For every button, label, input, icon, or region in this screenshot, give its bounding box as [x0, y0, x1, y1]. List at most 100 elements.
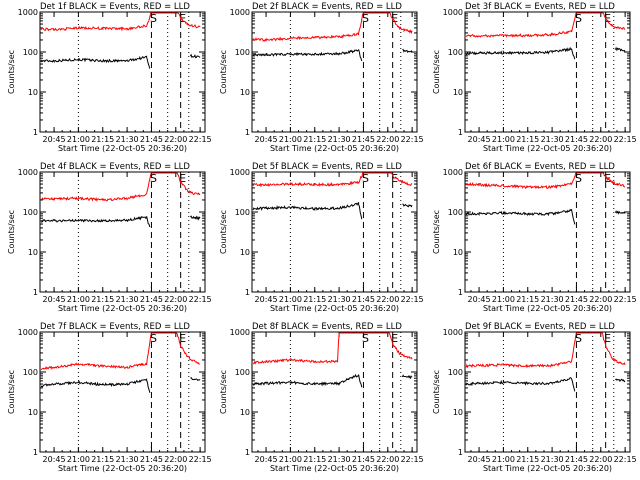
series-events-line: [252, 48, 413, 62]
y-axis-label: Counts/sec: [219, 370, 228, 414]
x-tick-label: 21:15: [516, 135, 539, 144]
marker-label-e: E: [179, 12, 186, 25]
y-tick-label: 10: [28, 88, 38, 97]
y-tick-label: 100: [23, 48, 38, 57]
series-lld-line: [465, 172, 626, 190]
x-tick-label: 21:30: [328, 295, 351, 304]
x-tick-label: 22:15: [401, 135, 424, 144]
x-tick-label: 21:45: [565, 295, 588, 304]
y-tick-label: 100: [448, 368, 463, 377]
plot-frame: [464, 11, 631, 133]
x-tick-label: 21:15: [303, 455, 326, 464]
panel-det-7: Det 7f BLACK = Events, RED = LLD 1 10 100 10…: [7, 322, 212, 473]
x-axis-label: Start Time (22-Oct-05 20:36:20): [270, 144, 399, 153]
x-tick-label: 20:45: [468, 135, 491, 144]
x-axis-label: Start Time (22-Oct-05 20:36:20): [58, 464, 187, 473]
x-tick-label: 21:00: [67, 455, 90, 464]
plot-frame: [39, 331, 206, 453]
x-axis-label: Start Time (22-Oct-05 20:36:20): [58, 304, 187, 313]
x-tick-label: 20:45: [255, 135, 278, 144]
marker-label-e: E: [179, 332, 186, 345]
plot-frame: [464, 171, 631, 293]
y-tick-label: 100: [23, 368, 38, 377]
marker-label-e: E: [179, 172, 186, 185]
marker-label-s: S: [575, 332, 582, 345]
marker-label-s: S: [150, 12, 157, 25]
panel-det-1: Det 1f BLACK = Events, RED = LLD 1 10 100 10…: [7, 2, 212, 153]
x-tick-label: 21:45: [140, 295, 163, 304]
x-tick-label: 21:00: [492, 295, 515, 304]
x-tick-label: 21:30: [116, 455, 139, 464]
x-axis-label: Start Time (22-Oct-05 20:36:20): [270, 304, 399, 313]
panel-title: Det 7f BLACK = Events, RED = LLD: [40, 322, 190, 332]
x-tick-label: 21:30: [541, 295, 564, 304]
series-lld-line: [40, 172, 201, 202]
plot-frame: [251, 11, 418, 133]
x-tick-label: 22:15: [401, 295, 424, 304]
x-tick-label: 22:15: [614, 135, 637, 144]
y-axis-label: Counts/sec: [219, 210, 228, 254]
y-tick-label: 1: [458, 288, 463, 297]
x-tick-label: 22:00: [164, 455, 187, 464]
series-events-line: [465, 208, 626, 225]
x-tick-label: 20:45: [43, 455, 66, 464]
marker-label-e: E: [391, 332, 398, 345]
marker-label-e: E: [604, 332, 611, 345]
x-tick-label: 20:45: [43, 295, 66, 304]
panel-title: Det 3f BLACK = Events, RED = LLD: [465, 2, 615, 12]
y-tick-label: 10: [453, 88, 463, 97]
x-tick-label: 21:30: [328, 135, 351, 144]
x-tick-label: 22:15: [189, 295, 212, 304]
x-tick-label: 20:45: [255, 295, 278, 304]
x-tick-label: 21:15: [91, 455, 114, 464]
y-tick-label: 1000: [230, 8, 250, 17]
x-tick-label: 21:15: [303, 295, 326, 304]
x-tick-label: 22:00: [589, 295, 612, 304]
series-lld-line: [465, 332, 626, 369]
plot-frame: [39, 171, 206, 293]
x-tick-label: 21:00: [67, 295, 90, 304]
x-axis-label: Start Time (22-Oct-05 20:36:20): [483, 464, 612, 473]
y-tick-label: 10: [28, 248, 38, 257]
panel-title: Det 8f BLACK = Events, RED = LLD: [252, 322, 402, 332]
panel-title: Det 4f BLACK = Events, RED = LLD: [40, 162, 190, 172]
plot-frame: [251, 171, 418, 293]
x-tick-label: 21:30: [541, 455, 564, 464]
y-tick-label: 100: [235, 368, 250, 377]
marker-label-e: E: [604, 12, 611, 25]
series-lld-line: [252, 172, 413, 188]
marker-label-e: E: [391, 12, 398, 25]
panel-det-3: Det 3f BLACK = Events, RED = LLD 1 10 100 10…: [432, 2, 637, 153]
y-tick-label: 10: [240, 248, 250, 257]
series-events-line: [465, 377, 626, 392]
y-tick-label: 1000: [18, 168, 38, 177]
y-tick-label: 100: [235, 48, 250, 57]
y-tick-label: 1000: [443, 328, 463, 337]
marker-label-s: S: [150, 332, 157, 345]
y-tick-label: 1: [33, 288, 38, 297]
x-tick-label: 22:15: [401, 455, 424, 464]
panel-det-8: Det 8f BLACK = Events, RED = LLD 1 10 100 10…: [219, 322, 424, 473]
x-tick-label: 21:45: [352, 135, 375, 144]
series-events-line: [40, 376, 201, 393]
y-tick-label: 100: [23, 208, 38, 217]
x-tick-label: 21:15: [91, 135, 114, 144]
plot-frame: [464, 331, 631, 453]
panel-det-5: Det 5f BLACK = Events, RED = LLD 1 10 100 10…: [219, 162, 424, 313]
y-tick-label: 100: [448, 208, 463, 217]
panel-det-2: Det 2f BLACK = Events, RED = LLD 1 10 100 10…: [219, 2, 424, 153]
x-tick-label: 22:00: [376, 455, 399, 464]
y-tick-label: 1: [458, 128, 463, 137]
series-events-line: [252, 201, 413, 220]
series-lld-line: [40, 12, 201, 32]
y-axis-label: Counts/sec: [219, 50, 228, 94]
panel-title: Det 6f BLACK = Events, RED = LLD: [465, 162, 615, 172]
x-tick-label: 21:30: [116, 295, 139, 304]
x-tick-label: 21:45: [565, 135, 588, 144]
y-axis-label: Counts/sec: [7, 210, 16, 254]
x-tick-label: 22:15: [614, 455, 637, 464]
x-tick-label: 21:45: [140, 455, 163, 464]
x-tick-label: 21:45: [565, 455, 588, 464]
x-tick-label: 21:30: [116, 135, 139, 144]
